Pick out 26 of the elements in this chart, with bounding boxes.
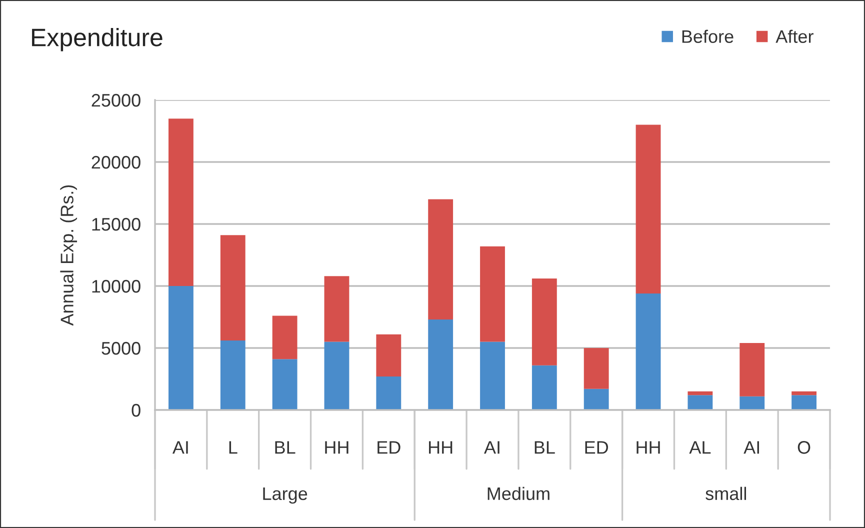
x-tick-label: BL bbox=[534, 441, 555, 454]
x-tick-label: O bbox=[798, 441, 810, 454]
x-tick-label: HH bbox=[429, 441, 452, 454]
x-tick-label: HH bbox=[636, 441, 660, 454]
legend-label: Before bbox=[682, 30, 734, 43]
y-tick-label: 0 bbox=[132, 404, 140, 417]
text: small bbox=[706, 486, 746, 500]
x-tick-label: ED bbox=[378, 441, 400, 454]
chart-title: Expenditure bbox=[32, 28, 162, 52]
y-tick-label: 15000 bbox=[92, 218, 140, 231]
y-tick-label: 25000 bbox=[92, 94, 140, 107]
x-tick-label: AL bbox=[689, 441, 711, 454]
text: Medium bbox=[488, 486, 550, 500]
x-tick-label: AI bbox=[744, 441, 759, 454]
text: Large bbox=[263, 487, 308, 504]
y-axis-title: Annual Exp. (Rs.) bbox=[60, 185, 78, 326]
y-tick-label: 20000 bbox=[92, 156, 140, 169]
x-tick-label: ED bbox=[585, 441, 608, 454]
y-tick-label: 10000 bbox=[92, 280, 140, 293]
x-tick-label: L bbox=[229, 441, 238, 454]
x-tick-label: AI bbox=[172, 441, 188, 454]
x-tick-label: AI bbox=[484, 441, 500, 454]
legend-label: After bbox=[776, 30, 814, 43]
y-tick-label: 5000 bbox=[102, 342, 140, 355]
x-tick-label: BL bbox=[275, 441, 296, 454]
x-tick-label: HH bbox=[325, 441, 348, 454]
